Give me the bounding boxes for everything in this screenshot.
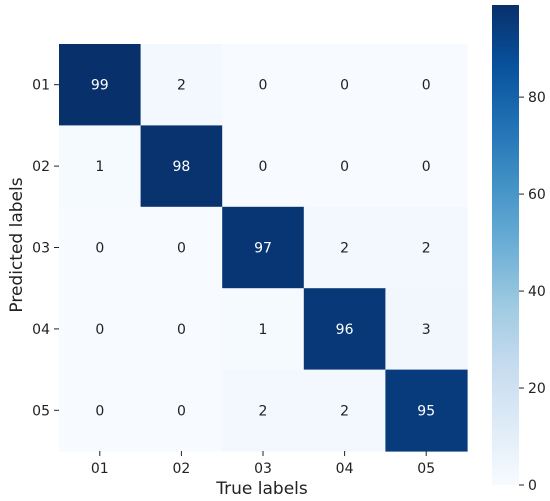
y-tick-label-03: 03 [32,241,50,257]
colorbar-tick-label-80: 80 [528,90,546,106]
heatmap-cell-02-02 [140,125,223,208]
heatmap-cell-02-01 [59,125,142,208]
x-tick-label-01: 01 [91,461,109,477]
colorbar-tick-label-20: 20 [528,381,546,397]
cell-label-03-02: 0 [177,241,186,257]
heatmap-cell-04-04 [303,288,386,371]
cell-label-01-05: 0 [422,78,431,94]
cell-label-02-03: 0 [259,159,268,175]
heatmap-cell-01-04 [303,44,386,126]
heatmap-cell-05-02 [140,369,223,452]
heatmap-cells: 99 2 0 0 0 1 98 0 0 0 0 0 97 2 2 0 0 1 96 3 0 0 2 2 95 [59,44,468,452]
cell-label-05-04: 2 [340,403,349,419]
heatmap-cell-02-04 [303,125,386,208]
cell-label-05-05: 95 [417,403,435,419]
cell-label-02-02: 98 [172,159,190,175]
y-tick-label-01: 01 [32,78,50,94]
heatmap-cell-05-05 [385,369,468,452]
cell-label-04-03: 1 [259,322,268,338]
x-axis-ticks: 01 02 03 04 05 [91,451,435,477]
cell-label-03-05: 2 [422,241,431,257]
heatmap-cell-03-02 [140,206,223,289]
colorbar-tick-label-0: 0 [528,478,537,494]
y-tick-label-05: 05 [32,403,50,419]
heatmap-cell-01-03 [222,44,305,126]
heatmap-cell-04-02 [140,288,223,371]
colorbar-gradient [492,5,519,485]
cell-label-02-04: 0 [340,159,349,175]
x-axis-title: True labels [215,479,308,499]
cell-label-03-04: 2 [340,241,349,257]
cell-label-01-03: 0 [259,78,268,94]
cell-label-04-04: 96 [336,322,354,338]
heatmap-cell-05-03 [222,369,305,452]
heatmap-cell-03-03 [222,206,305,289]
y-axis-ticks: 01 02 03 04 05 [32,78,59,419]
cell-label-04-01: 0 [95,322,104,338]
colorbar [492,5,519,485]
x-tick-label-04: 04 [336,461,354,477]
y-tick-label-04: 04 [32,322,50,338]
heatmap-cell-05-04 [303,369,386,452]
heatmap-cell-04-01 [59,288,142,371]
heatmap-cell-02-05 [385,125,468,208]
cell-label-05-02: 0 [177,403,186,419]
cell-label-03-01: 0 [95,241,104,257]
heatmap-cell-03-01 [59,206,142,289]
heatmap-cell-01-05 [385,44,468,126]
colorbar-tick-label-40: 40 [528,284,546,300]
cell-label-05-03: 2 [259,403,268,419]
cell-label-04-05: 3 [422,322,431,338]
y-tick-label-02: 02 [32,159,50,175]
heatmap-cell-05-01 [59,369,142,452]
colorbar-tick-label-60: 60 [528,187,546,203]
heatmap-cell-01-02 [140,44,223,126]
y-axis-title: Predicted labels [7,177,27,312]
x-tick-label-03: 03 [254,461,272,477]
cell-label-01-02: 2 [177,78,186,94]
heatmap-cell-03-04 [303,206,386,289]
heatmap-cell-02-03 [222,125,305,208]
cell-label-02-01: 1 [95,159,104,175]
x-tick-label-05: 05 [417,461,435,477]
colorbar-ticks: 0 20 40 60 80 [519,90,546,494]
cell-label-03-03: 97 [254,241,272,257]
cell-label-04-02: 0 [177,322,186,338]
cell-label-01-04: 0 [340,78,349,94]
cell-label-02-05: 0 [422,159,431,175]
cell-label-05-01: 0 [95,403,104,419]
heatmap-cell-04-05 [385,288,468,371]
heatmap-cell-01-01 [59,44,142,126]
heatmap-cell-03-05 [385,206,468,289]
cell-label-01-01: 99 [91,78,109,94]
heatmap-cell-04-03 [222,288,305,371]
x-tick-label-02: 02 [172,461,190,477]
